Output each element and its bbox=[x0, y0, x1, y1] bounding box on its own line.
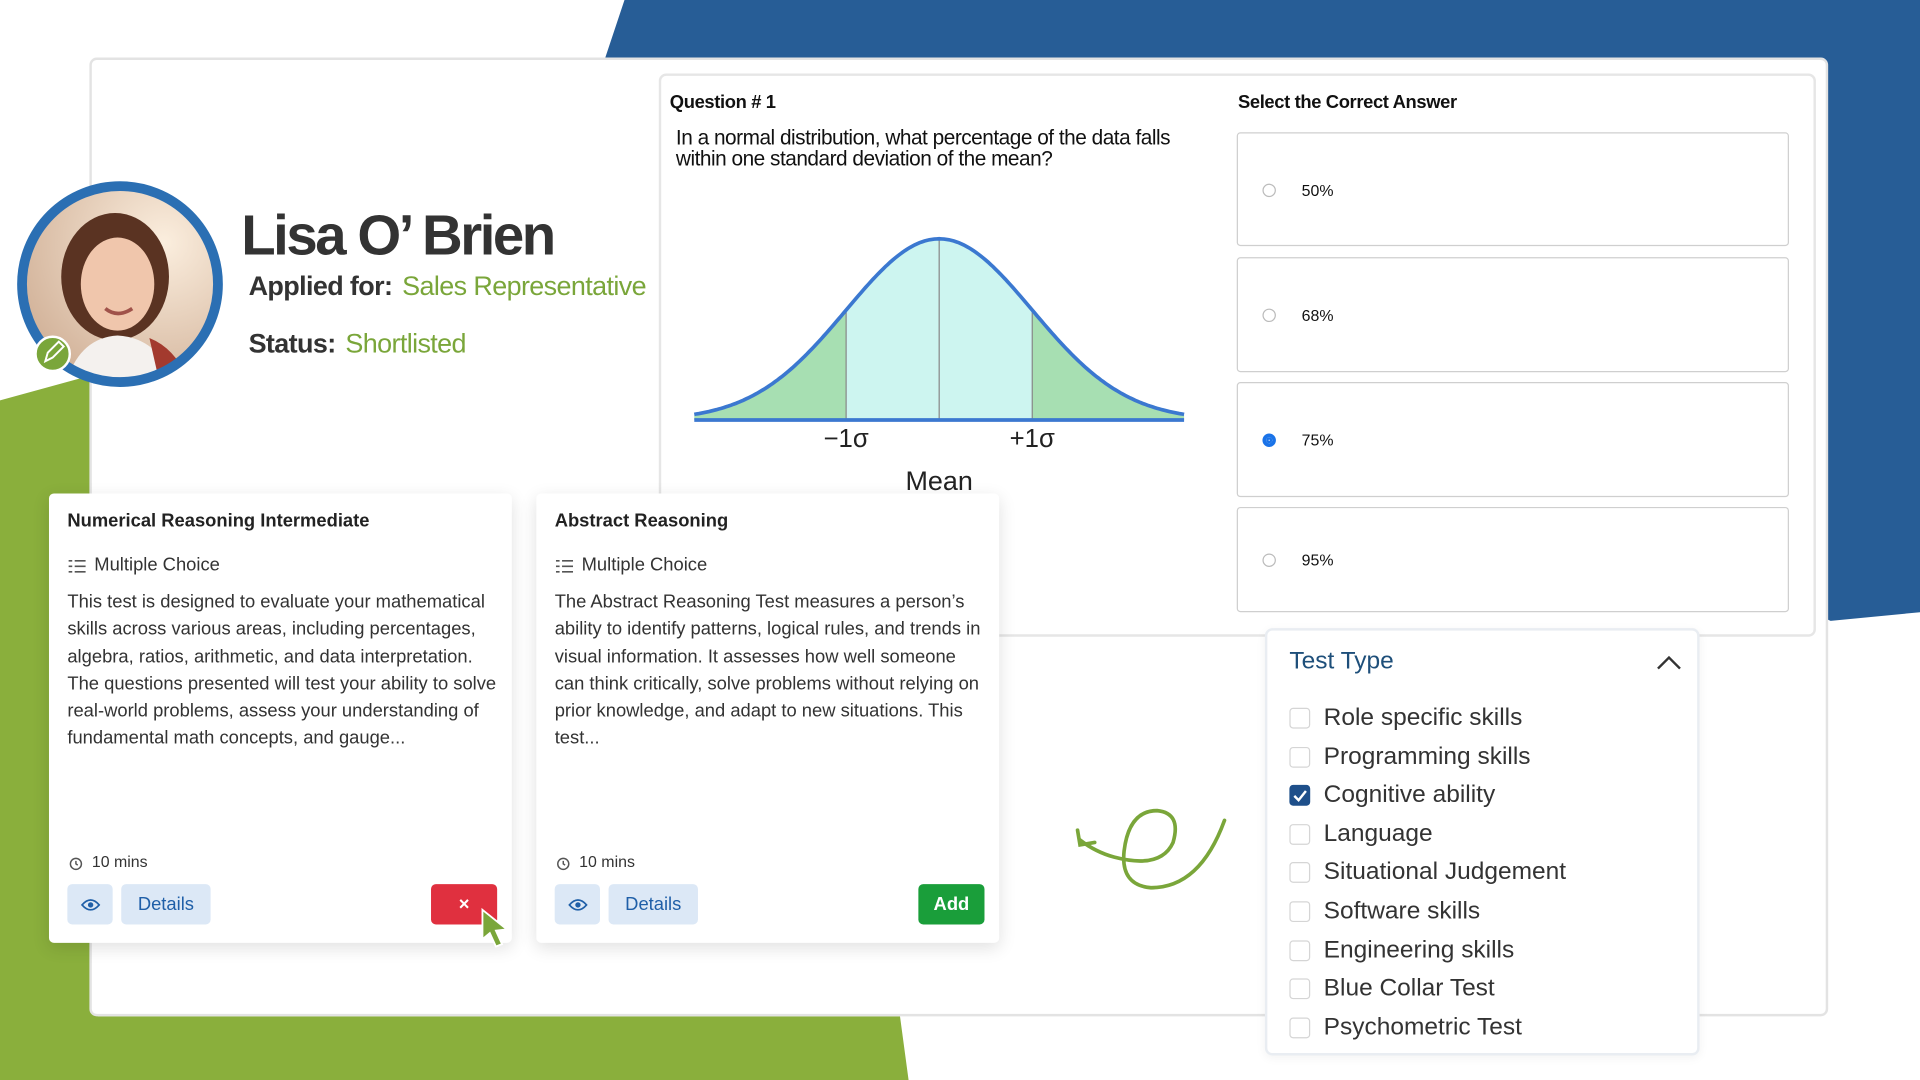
option-label: Blue Collar Test bbox=[1323, 974, 1495, 1002]
radio[interactable] bbox=[1262, 553, 1276, 567]
filter-option[interactable]: Psychometric Test bbox=[1289, 1014, 1522, 1042]
radio[interactable] bbox=[1262, 433, 1276, 447]
swirl-arrow bbox=[1075, 808, 1227, 890]
test-card: Numerical Reasoning Intermediate Multiple… bbox=[48, 493, 512, 948]
option-label: Language bbox=[1323, 820, 1433, 848]
clock-icon bbox=[556, 855, 571, 877]
option-label: Engineering skills bbox=[1323, 936, 1515, 964]
answer-option[interactable]: 50% bbox=[1236, 132, 1789, 247]
clock-icon bbox=[69, 855, 84, 877]
status: Status: Shortlisted bbox=[248, 328, 467, 360]
cursor bbox=[478, 905, 515, 955]
plus-sigma: +1σ bbox=[1010, 425, 1055, 453]
list-icon bbox=[68, 558, 86, 580]
test-format: Multiple Choice bbox=[581, 554, 708, 576]
test-format: Multiple Choice bbox=[94, 554, 220, 576]
checkbox[interactable] bbox=[1289, 862, 1311, 884]
filter-option[interactable]: Language bbox=[1289, 820, 1433, 848]
filter-option[interactable]: Programming skills bbox=[1289, 742, 1531, 771]
filter-option[interactable]: Blue Collar Test bbox=[1289, 974, 1495, 1003]
applied-for: Applied for: Sales Representative bbox=[248, 270, 647, 303]
curve-group bbox=[693, 236, 1185, 422]
checkbox[interactable] bbox=[1289, 1017, 1311, 1039]
answer-label: 68% bbox=[1301, 306, 1334, 325]
checkbox[interactable] bbox=[1289, 901, 1311, 923]
test-type-filter: Test Type Role specific skills Programmin… bbox=[1264, 628, 1700, 1056]
filter-option[interactable]: Cognitive ability bbox=[1289, 781, 1495, 809]
value: Shortlisted bbox=[345, 328, 466, 359]
question-text: In a normal distribution, what percentag… bbox=[675, 126, 1171, 171]
option-label: Software skills bbox=[1323, 897, 1481, 925]
test-description: The Abstract Reasoning Test measures a p… bbox=[554, 591, 981, 749]
option-label: Psychometric Test bbox=[1323, 1013, 1522, 1041]
details-button[interactable]: Details bbox=[121, 884, 211, 925]
option-label: Situational Judgement bbox=[1323, 858, 1567, 886]
answer-option[interactable]: 68% bbox=[1236, 257, 1789, 373]
duration: 10 mins bbox=[579, 852, 635, 871]
radio[interactable] bbox=[1262, 183, 1276, 197]
question-title: Question # 1 bbox=[669, 91, 776, 113]
list-icon bbox=[555, 558, 574, 580]
candidate-name: Lisa O’ Brien bbox=[241, 203, 556, 267]
filter-option[interactable]: Role specific skills bbox=[1289, 704, 1522, 732]
answer-label: 75% bbox=[1301, 431, 1334, 450]
answer-option[interactable]: 95% bbox=[1236, 506, 1789, 613]
action-button[interactable]: Add bbox=[918, 884, 985, 925]
option-label: Cognitive ability bbox=[1323, 781, 1496, 809]
option-label: Role specific skills bbox=[1323, 704, 1523, 732]
minus-sigma: −1σ bbox=[824, 425, 869, 453]
checkbox[interactable] bbox=[1289, 823, 1311, 845]
details-button[interactable]: Details bbox=[608, 884, 698, 925]
checkbox[interactable] bbox=[1289, 785, 1311, 806]
duration: 10 mins bbox=[91, 852, 148, 871]
answer-label: 95% bbox=[1301, 551, 1334, 570]
filter-option[interactable]: Situational Judgement bbox=[1289, 859, 1566, 887]
checkbox[interactable] bbox=[1289, 707, 1311, 729]
label: Applied for: bbox=[248, 270, 393, 302]
answers-title: Select the Correct Answer bbox=[1237, 91, 1457, 113]
test-card: Abstract Reasoning Multiple Choice The Abs… bbox=[536, 493, 1000, 943]
mean-label: Mean bbox=[906, 466, 973, 496]
option-label: Programming skills bbox=[1323, 742, 1531, 770]
radio[interactable] bbox=[1262, 308, 1276, 323]
bell-curve: −1σ +1σ Mean bbox=[693, 236, 1185, 496]
value: Sales Representative bbox=[402, 270, 646, 302]
answer-label: 50% bbox=[1301, 180, 1334, 199]
checkbox[interactable] bbox=[1289, 978, 1311, 1000]
curve-line bbox=[693, 236, 1185, 417]
filter-option[interactable]: Software skills bbox=[1289, 898, 1480, 926]
preview-button[interactable] bbox=[67, 884, 113, 925]
checkbox[interactable] bbox=[1289, 939, 1311, 961]
filter-option[interactable]: Engineering skills bbox=[1289, 936, 1514, 964]
filter-title: Test Type bbox=[1289, 647, 1394, 675]
checkbox[interactable] bbox=[1289, 746, 1311, 768]
test-description: This test is designed to evaluate your m… bbox=[67, 591, 497, 749]
test-title: Numerical Reasoning Intermediate bbox=[67, 510, 370, 532]
label: Status: bbox=[248, 328, 337, 359]
collapse-toggle[interactable] bbox=[1654, 653, 1683, 673]
test-title: Abstract Reasoning bbox=[554, 510, 729, 532]
avatar bbox=[17, 181, 223, 387]
preview-button[interactable] bbox=[554, 884, 601, 925]
answer-option[interactable]: 75% bbox=[1236, 382, 1789, 498]
